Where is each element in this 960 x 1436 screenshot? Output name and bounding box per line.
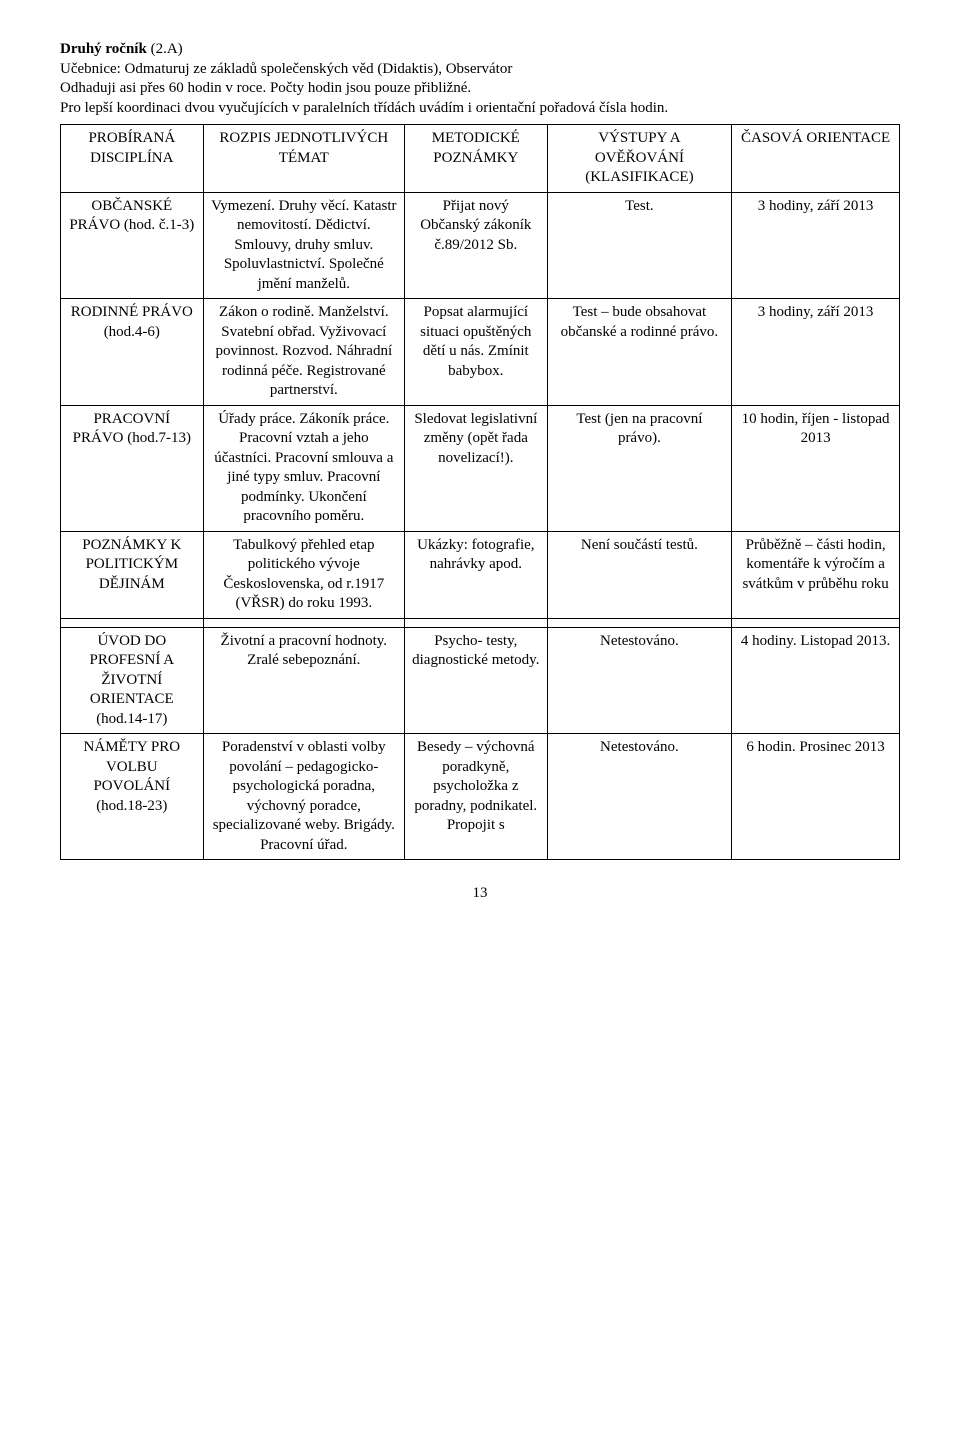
page-number: 13 — [60, 884, 900, 904]
blank-cell — [203, 618, 404, 627]
notes-cell: Besedy – výchovná poradkyně, psycholožka… — [404, 734, 547, 860]
table-row: ÚVOD DO PROFESNÍ A ŽIVOTNÍ ORIENTACE (ho… — [61, 627, 900, 734]
header-cell: METODICKÉ POZNÁMKY — [404, 125, 547, 193]
notes-cell: Ukázky: fotografie, nahrávky apod. — [404, 531, 547, 618]
time-cell: 6 hodin. Prosinec 2013 — [732, 734, 900, 860]
topics-cell: Životní a pracovní hodnoty. Zralé sebepo… — [203, 627, 404, 734]
time-cell: 4 hodiny. Listopad 2013. — [732, 627, 900, 734]
intro-line2: Učebnice: Odmaturuj ze základů společens… — [60, 60, 900, 80]
notes-cell: Psycho- testy, diagnostické metody. — [404, 627, 547, 734]
outputs-cell: Test. — [547, 192, 732, 299]
outputs-cell: Netestováno. — [547, 734, 732, 860]
outputs-cell: Netestováno. — [547, 627, 732, 734]
intro-line3: Odhaduji asi přes 60 hodin v roce. Počty… — [60, 79, 900, 99]
notes-cell: Sledovat legislativní změny (opět řada n… — [404, 405, 547, 531]
blank-cell — [547, 618, 732, 627]
discipline-cell: POZNÁMKY K POLITICKÝM DĚJINÁM — [61, 531, 204, 618]
discipline-cell: OBČANSKÉ PRÁVO (hod. č.1-3) — [61, 192, 204, 299]
blank-cell — [732, 618, 900, 627]
time-cell: 3 hodiny, září 2013 — [732, 192, 900, 299]
table-row: NÁMĚTY PRO VOLBU POVOLÁNÍ (hod.18-23) Po… — [61, 734, 900, 860]
topics-cell: Poradenství v oblasti volby povolání – p… — [203, 734, 404, 860]
outputs-cell: Test – bude obsahovat občanské a rodinné… — [547, 299, 732, 406]
curriculum-table: PROBÍRANÁ DISCIPLÍNA ROZPIS JEDNOTLIVÝCH… — [60, 124, 900, 860]
discipline-cell: PRACOVNÍ PRÁVO (hod.7-13) — [61, 405, 204, 531]
header-cell: VÝSTUPY A OVĚŘOVÁNÍ (KLASIFIKACE) — [547, 125, 732, 193]
topics-cell: Vymezení. Druhy věcí. Katastr nemovitost… — [203, 192, 404, 299]
outputs-cell: Test (jen na pracovní právo). — [547, 405, 732, 531]
table-row: OBČANSKÉ PRÁVO (hod. č.1-3) Vymezení. Dr… — [61, 192, 900, 299]
table-row: RODINNÉ PRÁVO (hod.4-6) Zákon o rodině. … — [61, 299, 900, 406]
intro-title-rest: (2.A) — [147, 41, 183, 57]
time-cell: 3 hodiny, září 2013 — [732, 299, 900, 406]
table-blank-row — [61, 618, 900, 627]
header-cell: ROZPIS JEDNOTLIVÝCH TÉMAT — [203, 125, 404, 193]
intro-title-bold: Druhý ročník — [60, 41, 147, 57]
topics-cell: Tabulkový přehled etap politického vývoj… — [203, 531, 404, 618]
table-header-row: PROBÍRANÁ DISCIPLÍNA ROZPIS JEDNOTLIVÝCH… — [61, 125, 900, 193]
discipline-cell: NÁMĚTY PRO VOLBU POVOLÁNÍ (hod.18-23) — [61, 734, 204, 860]
notes-cell: Popsat alarmující situaci opuštěných dět… — [404, 299, 547, 406]
discipline-cell: ÚVOD DO PROFESNÍ A ŽIVOTNÍ ORIENTACE (ho… — [61, 627, 204, 734]
notes-cell: Přijat nový Občanský zákoník č.89/2012 S… — [404, 192, 547, 299]
intro-line4: Pro lepší koordinaci dvou vyučujících v … — [60, 99, 900, 119]
time-cell: Průběžně – části hodin, komentáře k výro… — [732, 531, 900, 618]
header-cell: PROBÍRANÁ DISCIPLÍNA — [61, 125, 204, 193]
topics-cell: Úřady práce. Zákoník práce. Pracovní vzt… — [203, 405, 404, 531]
table-row: POZNÁMKY K POLITICKÝM DĚJINÁM Tabulkový … — [61, 531, 900, 618]
intro-block: Druhý ročník (2.A) Učebnice: Odmaturuj z… — [60, 40, 900, 118]
outputs-cell: Není součástí testů. — [547, 531, 732, 618]
time-cell: 10 hodin, říjen - listopad 2013 — [732, 405, 900, 531]
topics-cell: Zákon o rodině. Manželství. Svatební obř… — [203, 299, 404, 406]
blank-cell — [404, 618, 547, 627]
blank-cell — [61, 618, 204, 627]
table-row: PRACOVNÍ PRÁVO (hod.7-13) Úřady práce. Z… — [61, 405, 900, 531]
discipline-cell: RODINNÉ PRÁVO (hod.4-6) — [61, 299, 204, 406]
header-cell: ČASOVÁ ORIENTACE — [732, 125, 900, 193]
intro-title: Druhý ročník (2.A) — [60, 40, 900, 60]
